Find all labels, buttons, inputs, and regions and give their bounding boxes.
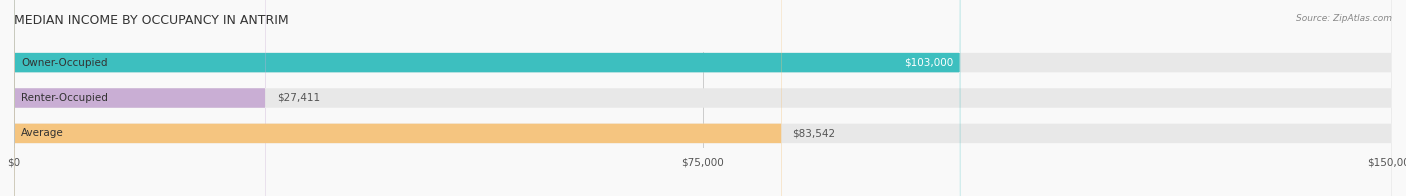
FancyBboxPatch shape bbox=[14, 0, 1392, 196]
Text: Average: Average bbox=[21, 128, 63, 138]
FancyBboxPatch shape bbox=[14, 0, 782, 196]
FancyBboxPatch shape bbox=[14, 0, 266, 196]
Text: $103,000: $103,000 bbox=[904, 58, 953, 68]
Text: MEDIAN INCOME BY OCCUPANCY IN ANTRIM: MEDIAN INCOME BY OCCUPANCY IN ANTRIM bbox=[14, 14, 288, 27]
Text: $27,411: $27,411 bbox=[277, 93, 321, 103]
FancyBboxPatch shape bbox=[14, 0, 1392, 196]
Text: Source: ZipAtlas.com: Source: ZipAtlas.com bbox=[1296, 14, 1392, 23]
Text: $83,542: $83,542 bbox=[793, 128, 835, 138]
Text: Owner-Occupied: Owner-Occupied bbox=[21, 58, 107, 68]
FancyBboxPatch shape bbox=[14, 0, 960, 196]
FancyBboxPatch shape bbox=[14, 0, 1392, 196]
Text: Renter-Occupied: Renter-Occupied bbox=[21, 93, 108, 103]
